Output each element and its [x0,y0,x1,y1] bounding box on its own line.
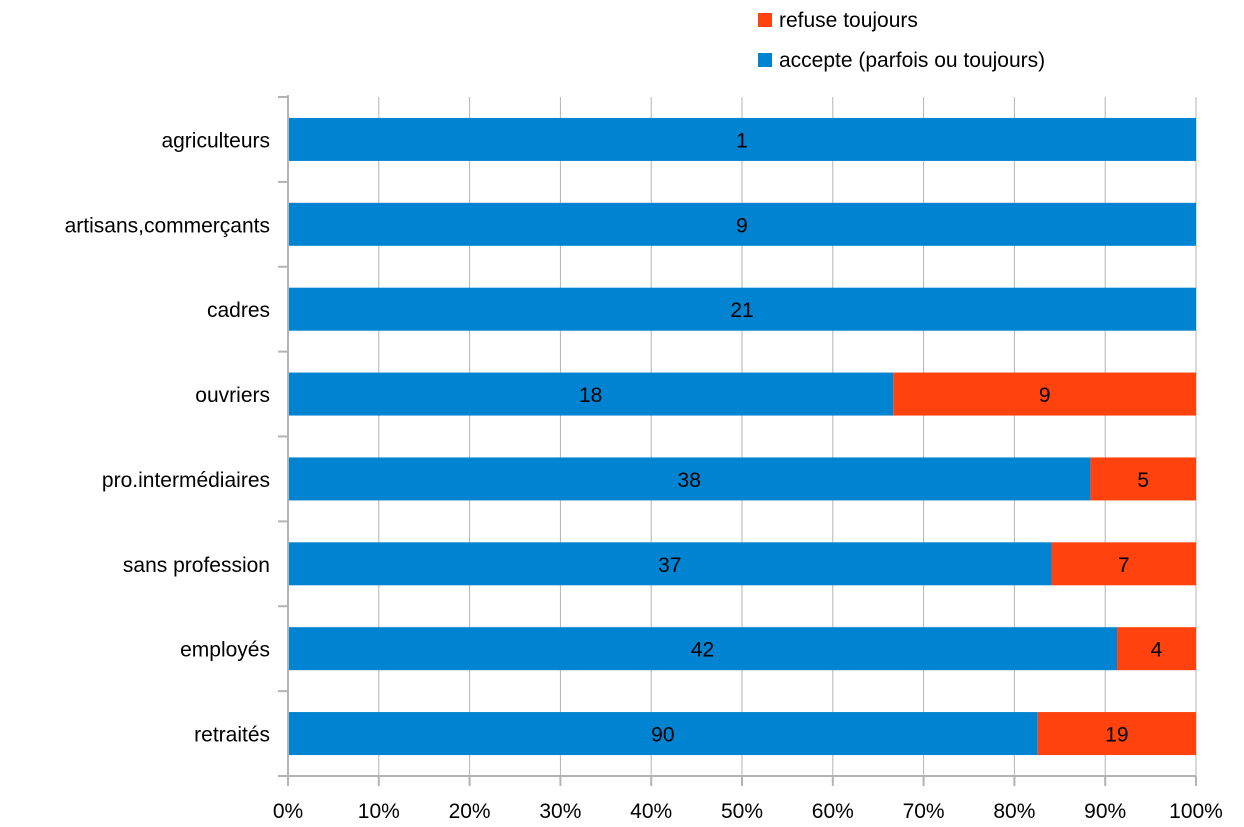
data-label-retraites-accepte: 90 [651,724,674,747]
data-label-ouvriers-accepte: 18 [579,384,602,407]
category-label-cadres: cadres [207,299,270,322]
bar-cadres-accepte [288,287,1196,331]
data-label-employes-accepte: 42 [691,639,714,662]
legend-label-refuse: refuse toujours [779,9,918,32]
category-label-sans-profession: sans profession [123,554,270,577]
bar-employes-refuse [1117,627,1196,671]
data-label-ouvriers-refuse: 9 [1039,384,1051,407]
bar-sans-profession-refuse [1051,542,1196,586]
x-tick-label-90: 90% [1084,800,1126,823]
legend-label-accepte: accepte (parfois ou toujours) [779,49,1045,72]
x-tick-label-50: 50% [721,800,763,823]
bar-ouvriers-refuse [893,372,1196,416]
data-label-sans-profession-refuse: 7 [1118,554,1130,577]
x-tick-label-20: 20% [449,800,491,823]
bar-pro-intermediaires-accepte [288,457,1091,501]
data-label-cadres-accepte: 21 [730,299,753,322]
x-tick-label-30: 30% [539,800,581,823]
x-tick-label-100: 100% [1169,800,1223,823]
x-tick-label-0: 0% [273,800,303,823]
data-label-sans-profession-accepte: 37 [658,554,681,577]
data-label-agriculteurs-accepte: 1 [736,129,748,152]
x-tick-label-60: 60% [812,800,854,823]
category-label-pro-intermediaires: pro.intermédiaires [102,469,270,492]
bar-agriculteurs-accepte [288,117,1196,161]
gridlines [378,97,1197,776]
axes: agriculteurs artisans,commerçants cadres ou… [65,95,1223,823]
x-tick-label-70: 70% [903,800,945,823]
bar-sans-profession-accepte [288,542,1052,586]
bar-pro-intermediaires-refuse [1090,457,1196,501]
data-label-pro-intermediaires-refuse: 5 [1137,469,1149,492]
bar-artisans-commercants-accepte [288,202,1196,246]
category-label-retraites: retraités [194,724,270,747]
x-tick-label-40: 40% [630,800,672,823]
bar-retraites-refuse [1037,712,1196,756]
data-label-retraites-refuse: 19 [1105,724,1128,747]
bar-ouvriers-accepte [288,372,894,416]
category-label-agriculteurs: agriculteurs [161,129,270,152]
category-label-ouvriers: ouvriers [195,384,270,407]
legend-swatch-accepte [758,53,772,67]
legend-swatch-refuse [758,13,772,27]
x-tick-label-10: 10% [358,800,400,823]
data-label-employes-refuse: 4 [1151,639,1163,662]
data-label-artisans-commercants-accepte: 9 [736,214,748,237]
category-label-employes: employés [180,639,270,662]
legend: refuse toujours accepte (parfois ou toujo… [758,9,1045,72]
category-label-artisans-commercants: artisans,commerçants [65,214,270,237]
bar-employes-accepte [288,627,1118,671]
data-label-pro-intermediaires-accepte: 38 [678,469,701,492]
x-tick-label-80: 80% [993,800,1035,823]
bar-retraites-accepte [288,712,1038,756]
